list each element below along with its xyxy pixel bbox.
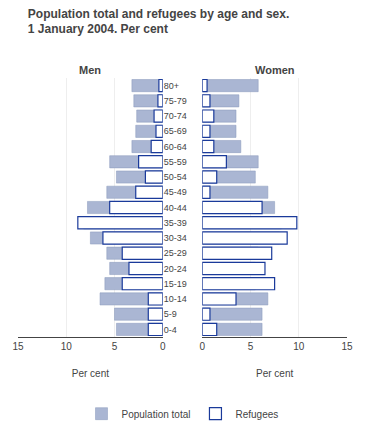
svg-text:5: 5 bbox=[248, 341, 254, 352]
svg-text:50-54: 50-54 bbox=[164, 172, 187, 182]
svg-text:15: 15 bbox=[341, 341, 353, 352]
svg-text:0: 0 bbox=[160, 341, 166, 352]
svg-text:10: 10 bbox=[293, 341, 305, 352]
svg-text:25-29: 25-29 bbox=[164, 248, 187, 258]
svg-text:Refugees: Refugees bbox=[235, 409, 278, 420]
svg-text:0-4: 0-4 bbox=[164, 325, 177, 335]
svg-text:5-9: 5-9 bbox=[164, 309, 177, 319]
svg-text:Per cent: Per cent bbox=[256, 368, 293, 379]
svg-text:70-74: 70-74 bbox=[164, 111, 187, 121]
svg-text:10-14: 10-14 bbox=[164, 294, 187, 304]
svg-text:30-34: 30-34 bbox=[164, 233, 187, 243]
svg-text:65-69: 65-69 bbox=[164, 126, 187, 136]
svg-text:60-64: 60-64 bbox=[164, 142, 187, 152]
svg-text:Population total: Population total bbox=[122, 409, 191, 420]
svg-text:10: 10 bbox=[61, 341, 73, 352]
svg-text:40-44: 40-44 bbox=[164, 203, 187, 213]
svg-text:Women: Women bbox=[255, 64, 295, 76]
svg-text:35-39: 35-39 bbox=[164, 218, 187, 228]
svg-text:80+: 80+ bbox=[164, 81, 179, 91]
svg-text:15: 15 bbox=[12, 341, 24, 352]
svg-text:Per cent: Per cent bbox=[72, 368, 109, 379]
svg-text:5: 5 bbox=[112, 341, 118, 352]
svg-text:55-59: 55-59 bbox=[164, 157, 187, 167]
svg-text:Population total and refugees: Population total and refugees by age and… bbox=[28, 7, 289, 37]
svg-text:15-19: 15-19 bbox=[164, 279, 187, 289]
svg-text:Men: Men bbox=[79, 64, 101, 76]
svg-text:0: 0 bbox=[199, 341, 205, 352]
svg-text:20-24: 20-24 bbox=[164, 264, 187, 274]
svg-text:75-79: 75-79 bbox=[164, 96, 187, 106]
svg-text:45-49: 45-49 bbox=[164, 187, 187, 197]
